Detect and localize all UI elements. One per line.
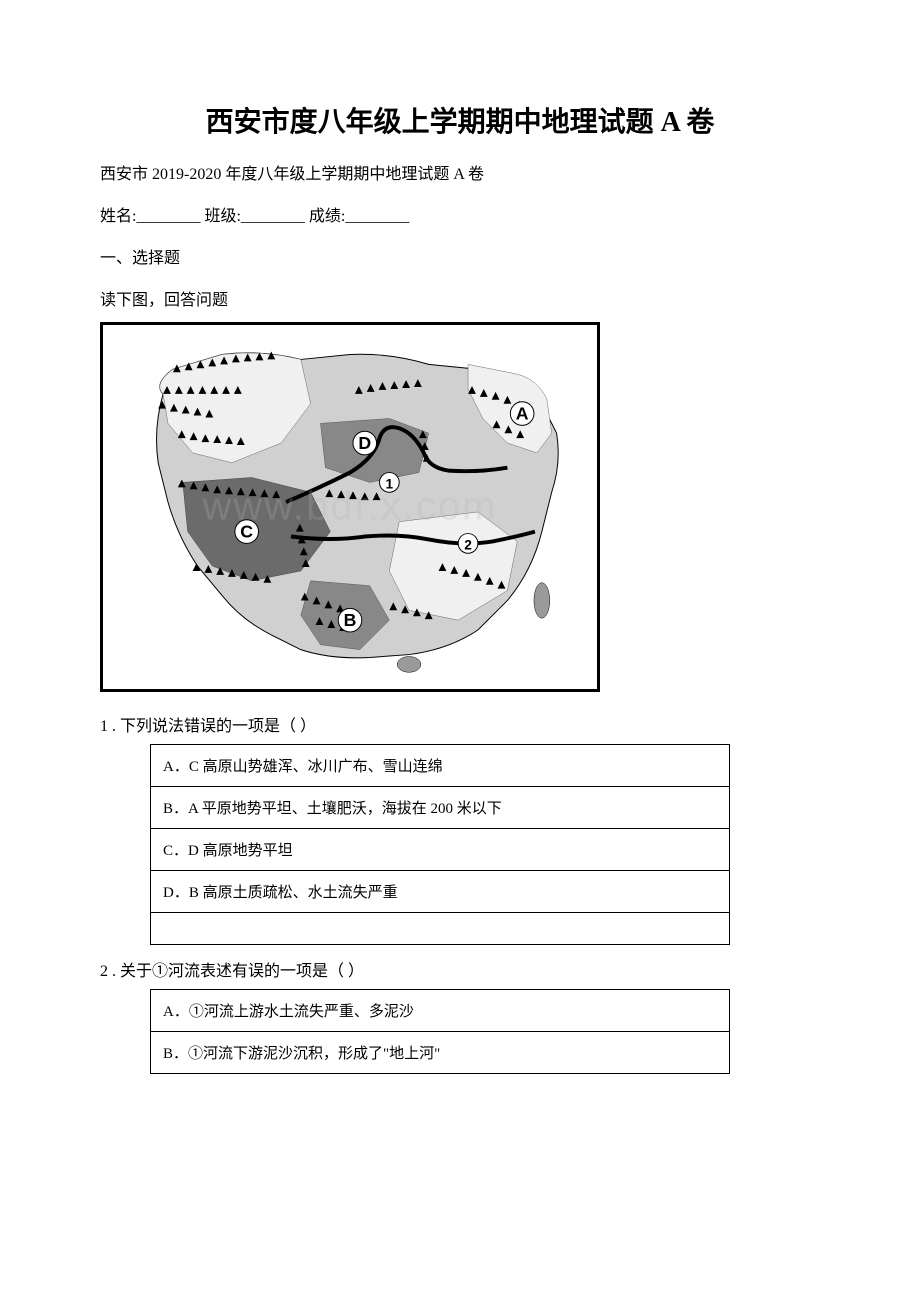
q2-options-table: A．①河流上游水土流失严重、多泥沙 B．①河流下游泥沙沉积，形成了"地上河" (150, 989, 730, 1074)
q1-option-b: B．A 平原地势平坦、土壤肥沃，海拔在 200 米以下 (151, 787, 730, 829)
china-map-svg: A B C D 1 2 (103, 325, 597, 689)
q1-option-c: C．D 高原地势平坦 (151, 829, 730, 871)
label-river-1: 1 (386, 476, 394, 491)
q2-option-b: B．①河流下游泥沙沉积，形成了"地上河" (151, 1032, 730, 1074)
label-c: C (240, 521, 253, 541)
instruction: 读下图，回答问题 (100, 286, 820, 310)
label-river-2: 2 (464, 537, 472, 552)
info-line: 姓名:________ 班级:________ 成绩:________ (100, 202, 820, 226)
label-b: B (344, 610, 357, 630)
map-figure: A B C D 1 2 www.bdr.x.com (100, 322, 600, 692)
q1-option-a: A．C 高原山势雄浑、冰川广布、雪山连绵 (151, 745, 730, 787)
q1-blank-row (151, 913, 730, 945)
question-2: 2 . 关于①河流表述有误的一项是（ ） (100, 957, 820, 981)
label-d: D (358, 433, 371, 453)
page-title: 西安市度八年级上学期期中地理试题 A 卷 (100, 100, 820, 140)
section-header: 一、选择题 (100, 244, 820, 268)
label-a: A (516, 403, 529, 423)
q2-option-a: A．①河流上游水土流失严重、多泥沙 (151, 990, 730, 1032)
q1-option-d: D．B 高原土质疏松、水土流失严重 (151, 871, 730, 913)
subtitle: 西安市 2019-2020 年度八年级上学期期中地理试题 A 卷 (100, 160, 820, 184)
question-1: 1 . 下列说法错误的一项是（ ） (100, 712, 820, 736)
q1-options-table: A．C 高原山势雄浑、冰川广布、雪山连绵 B．A 平原地势平坦、土壤肥沃，海拔在… (150, 744, 730, 945)
